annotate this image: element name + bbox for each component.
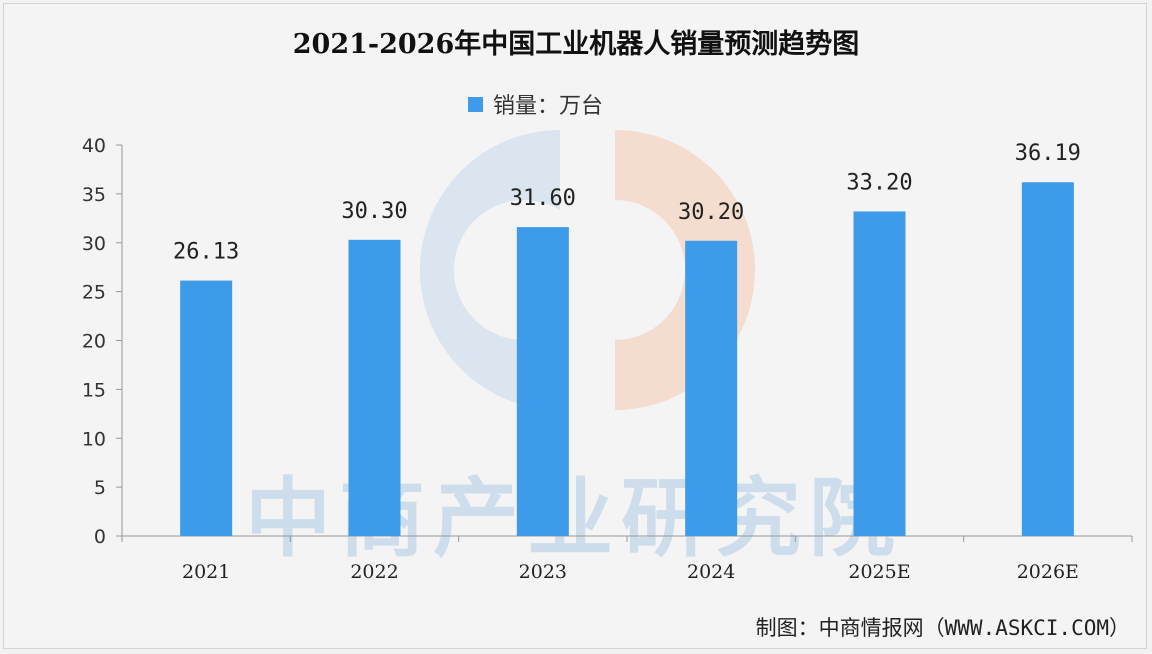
bar-2025E [853, 211, 906, 536]
data-label-2021: 26.13 [173, 240, 239, 265]
data-label-2024: 30.20 [678, 200, 744, 225]
x-tick-label: 2022 [350, 561, 398, 583]
data-label-2023: 31.60 [510, 186, 576, 211]
x-tick-label: 2024 [687, 561, 735, 583]
y-tick-label: 5 [94, 477, 106, 499]
x-tick-label: 2021 [182, 561, 230, 583]
y-tick-label: 40 [82, 135, 106, 157]
bar-2026E [1021, 182, 1074, 537]
x-tick-label: 2023 [519, 561, 567, 583]
bar-2021 [180, 280, 233, 536]
y-tick-label: 15 [82, 379, 106, 401]
bar-2023 [516, 227, 569, 537]
x-tick-label: 2025E [848, 561, 910, 583]
legend-swatch [468, 96, 483, 112]
source-credit: 制图：中商情报网（WWW.ASKCI.COM） [755, 616, 1130, 640]
chart-title: 2021-2026年中国工业机器人销量预测趋势图 [292, 29, 860, 60]
y-tick-label: 0 [94, 526, 106, 548]
y-tick-label: 30 [82, 233, 106, 255]
data-label-2025E: 33.20 [846, 170, 912, 195]
bar-2022 [348, 239, 401, 536]
y-tick-label: 20 [82, 331, 106, 353]
watermark-text: 中商产业研究院 [245, 469, 903, 569]
data-label-2026E: 36.19 [1015, 141, 1081, 166]
bar-2024 [685, 240, 738, 537]
legend-label: 销量：万台 [493, 94, 604, 119]
y-tick-label: 25 [82, 282, 106, 304]
x-tick-label: 2026E [1017, 561, 1079, 583]
chart-legend: 销量：万台 [468, 88, 603, 120]
data-label-2022: 30.30 [341, 199, 407, 224]
y-tick-label: 35 [82, 184, 106, 206]
y-tick-label: 10 [82, 428, 106, 450]
